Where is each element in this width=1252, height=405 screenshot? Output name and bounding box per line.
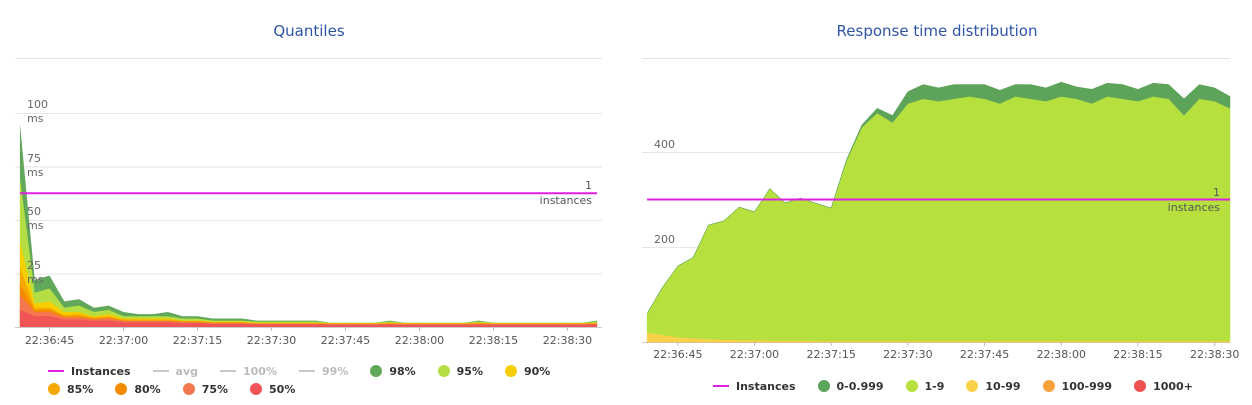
legend-label: 0-0.999: [836, 379, 884, 393]
legend-item[interactable]: 99%: [298, 364, 349, 378]
legend-item[interactable]: 90%: [505, 364, 550, 378]
legend-symbol: [182, 383, 195, 395]
legend-symbol: [505, 365, 517, 377]
legend-label: 75%: [201, 382, 229, 396]
y-tick-label: 200: [654, 233, 675, 246]
x-tick-label: 22:37:30: [246, 334, 297, 347]
y2-tick-label: 1 instances: [1167, 185, 1221, 214]
legend-label: avg: [175, 364, 198, 378]
legend-item[interactable]: 98%: [370, 364, 416, 378]
y-tick-label: 100 ms: [27, 98, 48, 125]
legend: Instances 0-0.999 1-9 10-99 100-999 1000+: [713, 379, 1233, 393]
y-tick-label: 75 ms: [27, 151, 44, 179]
legend-label: Instances: [71, 364, 131, 378]
legend-symbol: [250, 383, 263, 395]
x-tick-label: 22:37:00: [98, 334, 149, 347]
y-tick-label: 50 ms: [27, 205, 44, 232]
legend-label: 1000+: [1153, 379, 1193, 393]
y-tick-label: 400: [654, 138, 675, 151]
area: [19, 123, 598, 327]
legend-label: 10-99: [985, 379, 1021, 393]
legend-label: 95%: [456, 364, 483, 378]
legend-label: 80%: [134, 382, 161, 396]
y-tick-label: 25 ms: [27, 258, 44, 286]
y2-tick-label: 1 instances: [539, 179, 593, 208]
legend-item[interactable]: Instances: [48, 364, 131, 378]
legend-item[interactable]: 10-99: [966, 379, 1021, 393]
legend-symbol: [115, 383, 128, 395]
x-tick-label: 22:36:45: [653, 348, 703, 361]
x-tick-label: 22:38:30: [1189, 348, 1240, 361]
legend-item[interactable]: 0-0.999: [817, 379, 884, 393]
legend-symbol: [48, 383, 60, 395]
legend-item[interactable]: Instances: [713, 379, 796, 393]
legend-symbol: [152, 370, 169, 372]
x-tick-label: 22:36:45: [24, 334, 75, 347]
legend-label: Instances: [736, 379, 796, 393]
chart-title: Response time distribution: [836, 22, 1038, 40]
legend-symbol: [905, 380, 918, 392]
x-tick-label: 22:37:45: [959, 348, 1010, 361]
legend-item[interactable]: 50%: [250, 382, 295, 396]
legend-item[interactable]: avg: [152, 364, 198, 378]
area: [646, 81, 1231, 314]
legend-symbol: [817, 380, 830, 392]
x-tick-label: 22:37:15: [806, 348, 856, 361]
legend-item[interactable]: 100-999: [1042, 379, 1113, 393]
legend-item[interactable]: 95%: [437, 364, 483, 378]
legend: Instances avg 100% 99% 98% 95% 90% 85% 80% 75% 50%: [48, 364, 608, 396]
x-tick-label: 22:38:15: [468, 334, 519, 347]
area: [19, 177, 598, 327]
legend-item[interactable]: 80%: [115, 382, 161, 396]
legend-symbol: [370, 365, 383, 377]
legend-item[interactable]: 75%: [182, 382, 229, 396]
legend-item[interactable]: 100%: [219, 364, 277, 378]
x-tick-label: 22:37:45: [320, 334, 371, 347]
legend-label: 85%: [67, 382, 94, 396]
legend-symbol: [1134, 380, 1147, 392]
x-tick-label: 22:38:30: [542, 334, 593, 347]
area: [19, 309, 598, 327]
legend-label: 100-999: [1061, 379, 1113, 393]
x-tick-label: 22:37:30: [883, 348, 933, 361]
legend-label: 1-9: [924, 379, 945, 393]
legend-item[interactable]: 85%: [48, 382, 93, 396]
chart-title: Quantiles: [273, 22, 345, 40]
legend-symbol: [48, 370, 64, 372]
legend-symbol: [437, 365, 450, 377]
legend-label: 99%: [321, 364, 349, 378]
x-tick-label: 22:37:15: [172, 334, 223, 347]
x-tick-label: 22:38:00: [1036, 348, 1086, 361]
x-tick-label: 22:38:00: [394, 334, 445, 347]
legend-symbol: [1042, 380, 1055, 392]
legend-symbol: [966, 380, 979, 392]
area: [646, 96, 1231, 342]
legend-label: 98%: [389, 364, 416, 378]
legend-symbol: [219, 370, 236, 372]
legend-label: 50%: [269, 382, 296, 396]
legend-symbol: [713, 385, 729, 387]
legend-item[interactable]: 1000+: [1134, 379, 1193, 393]
legend-label: 100%: [242, 364, 277, 378]
legend-symbol: [298, 370, 315, 372]
x-tick-label: 22:37:00: [729, 348, 780, 361]
x-tick-label: 22:38:15: [1113, 348, 1163, 361]
legend-item[interactable]: 1-9: [905, 379, 945, 393]
legend-label: 90%: [524, 364, 551, 378]
